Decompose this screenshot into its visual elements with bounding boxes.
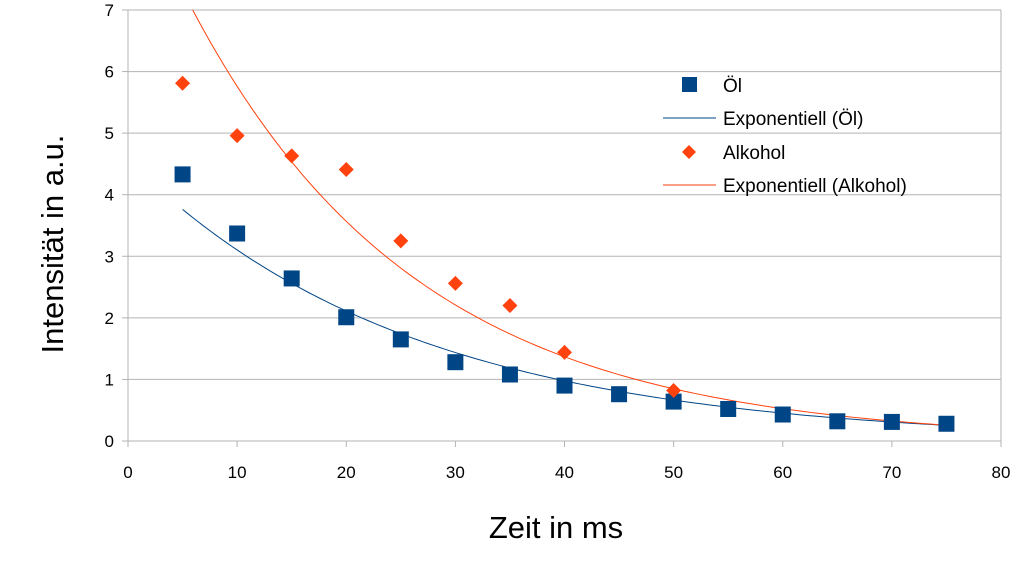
data-point-square	[611, 386, 628, 403]
x-tick-label: 10	[228, 463, 247, 482]
data-point-diamond	[666, 383, 682, 399]
data-point-square	[938, 415, 955, 432]
y-tick-label: 6	[105, 63, 114, 82]
data-point-diamond	[338, 161, 354, 177]
x-tick-label: 20	[337, 463, 356, 482]
data-point-diamond	[175, 75, 191, 91]
legend: Öl Exponentiell (Öl) Alkohol Exponentiell (…	[663, 76, 907, 197]
data-point-diamond	[557, 344, 572, 360]
x-tick-label: 80	[992, 463, 1011, 482]
data-point-square	[338, 309, 355, 326]
data-point-square	[774, 406, 791, 423]
x-tick-label: 70	[882, 463, 901, 482]
legend-diamond-icon	[682, 145, 696, 159]
y-tick-label: 1	[105, 370, 114, 389]
data-points	[174, 75, 955, 432]
data-point-square	[501, 366, 518, 383]
legend-item: Alkohol	[682, 143, 785, 164]
x-axis-title: Zeit in ms	[489, 510, 623, 545]
x-tick-label: 50	[664, 463, 683, 482]
axes	[122, 9, 1002, 447]
data-point-square	[447, 354, 464, 371]
legend-label: Alkohol	[723, 143, 785, 164]
data-point-diamond	[393, 233, 409, 249]
data-point-square	[229, 225, 246, 242]
data-point-square	[174, 166, 191, 183]
y-axis-title: Intensität in a.u.	[35, 135, 70, 354]
legend-item: Exponentiell (Alkohol)	[663, 176, 907, 197]
y-tick-label: 5	[105, 124, 114, 143]
legend-item: Öl	[682, 76, 742, 97]
data-point-square	[665, 393, 682, 410]
legend-label: Öl	[723, 76, 742, 97]
trendlines	[182, 9, 947, 426]
y-tick-label: 2	[105, 309, 114, 328]
data-point-square	[720, 400, 737, 417]
legend-item: Exponentiell (Öl)	[663, 109, 863, 130]
x-tick-label: 60	[773, 463, 792, 482]
data-point-square	[283, 270, 300, 287]
legend-square-icon	[682, 77, 697, 92]
y-tick-label: 0	[105, 432, 114, 451]
y-tick-label: 3	[105, 247, 114, 266]
legend-label: Exponentiell (Alkohol)	[723, 176, 907, 197]
trendline-3	[192, 9, 947, 426]
x-tick-label: 0	[123, 463, 132, 482]
data-point-square	[829, 413, 846, 430]
data-point-square	[556, 377, 573, 394]
x-tick-label: 30	[446, 463, 465, 482]
y-tick-label: 4	[105, 186, 114, 205]
data-point-square	[883, 413, 900, 430]
data-point-diamond	[502, 298, 518, 314]
x-tick-label: 40	[555, 463, 574, 482]
grid	[128, 9, 1002, 441]
data-point-square	[392, 331, 409, 348]
legend-label: Exponentiell (Öl)	[723, 109, 863, 130]
data-point-diamond	[447, 275, 463, 291]
data-point-diamond	[229, 128, 245, 144]
data-point-diamond	[284, 148, 300, 164]
y-tick-label: 7	[105, 1, 114, 20]
